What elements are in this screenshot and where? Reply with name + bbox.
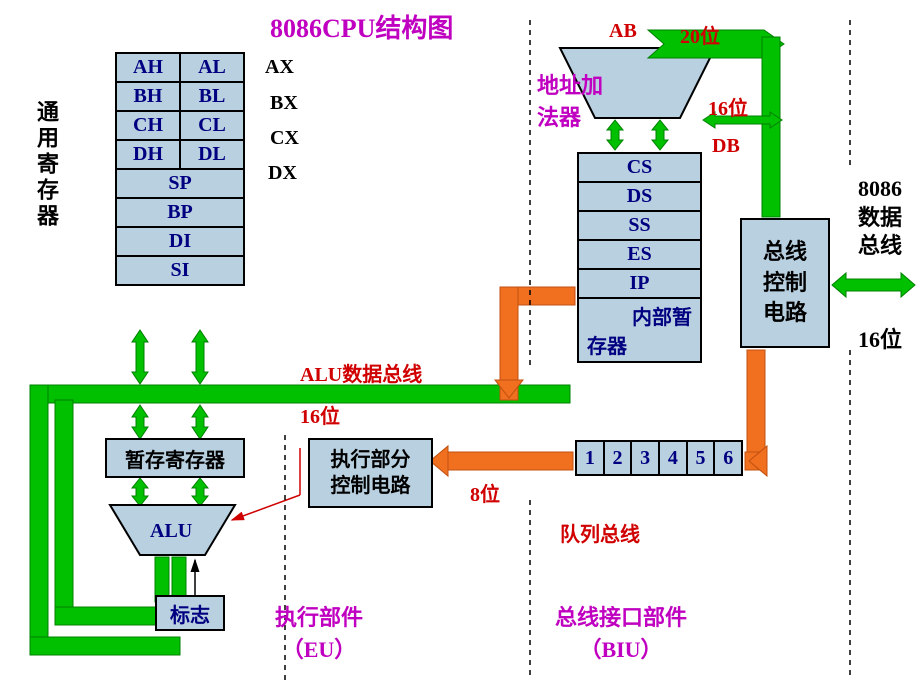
exec-control-line1: 执行部分 [331, 447, 411, 473]
alu-bus-label1: ALU数据总线 [300, 358, 422, 387]
queue-3: 3 [632, 440, 660, 476]
reg-bx-label: BX [270, 92, 298, 115]
db-label: DB [712, 135, 740, 158]
queue-bus-label: 队列总线 [560, 518, 640, 547]
reg-es: ES [577, 241, 702, 270]
alu-label: ALU [150, 520, 192, 543]
reg-si: SI [115, 257, 245, 286]
reg-ah: AH [115, 52, 181, 83]
exec-control-line2: 控制电路 [331, 473, 411, 499]
ext-bus-1: 8086 [858, 175, 902, 204]
internal-temp-2: 存器 [587, 330, 627, 359]
reg-al: AL [181, 52, 245, 83]
reg-sp: SP [115, 170, 245, 199]
bus-ctrl-2: 控制 [763, 268, 807, 299]
gp-reg-label: 通用寄存器 [30, 100, 62, 230]
ext-bus-3: 总线 [858, 232, 902, 261]
bus-ctrl-3: 电路 [763, 298, 807, 329]
internal-temp-reg: 内部暂 存器 [577, 299, 702, 363]
addr-adder-label: 地址加 法器 [537, 68, 603, 132]
queue-4: 4 [660, 440, 688, 476]
reg-di: DI [115, 228, 245, 257]
reg-ch: CH [115, 112, 181, 141]
db-bits-label: 16位 [708, 92, 748, 121]
biu-label-1: 总线接口部件 [555, 600, 687, 632]
exec-control: 执行部分 控制电路 [308, 438, 433, 508]
reg-ip: IP [577, 270, 702, 299]
eu-label: 执行部件 （EU） [275, 600, 363, 664]
temp-register: 暂存寄存器 [105, 438, 245, 478]
reg-bh: BH [115, 83, 181, 112]
reg-cs: CS [577, 152, 702, 183]
reg-ds: DS [577, 183, 702, 212]
alu-bus-label2: 16位 [300, 400, 340, 429]
queue-1: 1 [575, 440, 605, 476]
instruction-queue: 1 2 3 4 5 6 [575, 440, 743, 476]
flags-register: 标志 [155, 595, 225, 631]
ext-bus-2: 数据 [858, 204, 902, 233]
ext-bits-label: 16位 [858, 322, 902, 354]
ext-bus-label: 8086 数据 总线 [858, 175, 902, 261]
eu-label-2: （EU） [275, 632, 363, 664]
reg-ss: SS [577, 212, 702, 241]
bus-control: 总线 控制 电路 [740, 218, 830, 348]
bus-ctrl-1: 总线 [763, 237, 807, 268]
reg-bp: BP [115, 199, 245, 228]
reg-dh: DH [115, 141, 181, 170]
reg-ax-label: AX [265, 56, 294, 79]
reg-cl: CL [181, 112, 245, 141]
addr-adder-2: 法器 [537, 100, 603, 132]
addr-adder-1: 地址加 [537, 68, 603, 100]
biu-label-2: （BIU） [555, 632, 687, 664]
queue-6: 6 [715, 440, 743, 476]
eight-bit-label: 8位 [470, 478, 500, 507]
reg-bl: BL [181, 83, 245, 112]
ab-bits-label: 20位 [680, 20, 720, 49]
internal-temp-1: 内部暂 [632, 301, 692, 330]
ab-label: AB [609, 20, 637, 43]
queue-2: 2 [605, 440, 633, 476]
page-title: 8086CPU结构图 [270, 8, 453, 45]
reg-cx-label: CX [270, 127, 299, 150]
gp-registers: AHAL BHBL CHCL DHDL SP BP DI SI [115, 52, 245, 286]
eu-label-1: 执行部件 [275, 600, 363, 632]
reg-dl: DL [181, 141, 245, 170]
biu-label: 总线接口部件 （BIU） [555, 600, 687, 664]
segment-registers: CS DS SS ES IP 内部暂 存器 [577, 152, 702, 363]
queue-5: 5 [688, 440, 716, 476]
reg-dx-label: DX [268, 162, 297, 185]
